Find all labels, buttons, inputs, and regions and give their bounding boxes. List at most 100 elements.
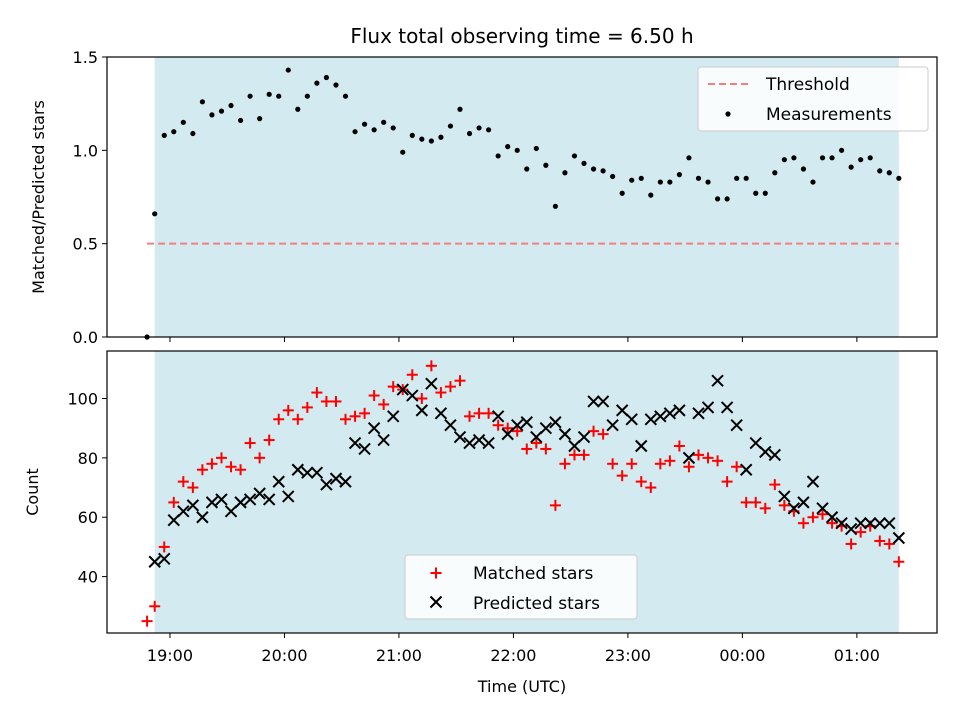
x-tick-label: 20:00 bbox=[261, 646, 307, 665]
measurement-point bbox=[838, 147, 845, 153]
measurement-point bbox=[619, 190, 625, 196]
predicted-star-point bbox=[348, 436, 362, 450]
measurement-point bbox=[390, 125, 396, 131]
measurement-point bbox=[829, 155, 835, 161]
matched-star-point bbox=[645, 482, 657, 494]
matched-star-point bbox=[349, 410, 361, 422]
measurement-point bbox=[400, 149, 406, 155]
predicted-star-point bbox=[320, 478, 333, 491]
matched-star-point bbox=[769, 479, 781, 491]
predicted-star-point bbox=[434, 407, 448, 420]
matched-star-point bbox=[616, 470, 628, 482]
measurement-point bbox=[371, 127, 377, 133]
predicted-star-point bbox=[606, 419, 619, 432]
measurement-point bbox=[295, 106, 301, 112]
predicted-star-point bbox=[825, 511, 839, 524]
matched-star-point bbox=[626, 458, 638, 470]
predicted-star-point bbox=[167, 513, 180, 527]
predicted-star-point bbox=[291, 463, 305, 476]
matched-star-point bbox=[206, 458, 218, 470]
matched-star-point bbox=[712, 455, 724, 467]
predicted-star-point bbox=[568, 439, 581, 453]
matched-star-point bbox=[254, 452, 266, 464]
predicted-star-point bbox=[625, 413, 638, 426]
measurement-point bbox=[686, 155, 692, 161]
measurement-point bbox=[896, 175, 902, 181]
bottom-y-tick-label: 80 bbox=[78, 449, 98, 468]
predicted-star-point bbox=[215, 493, 228, 506]
measurement-point bbox=[867, 155, 873, 161]
matched-star-point bbox=[673, 440, 685, 452]
measurement-point bbox=[800, 166, 807, 172]
matched-star-point bbox=[502, 422, 514, 434]
x-tick-label: 23:00 bbox=[605, 646, 651, 665]
predicted-star-point bbox=[615, 404, 629, 417]
matched-star-point bbox=[874, 535, 886, 547]
matched-star-point bbox=[235, 464, 247, 476]
measurement-point bbox=[524, 166, 530, 172]
predicted-star-point bbox=[329, 472, 343, 485]
measurement-point bbox=[457, 106, 463, 112]
predicted-star-point bbox=[491, 410, 505, 423]
matched-star-point bbox=[521, 443, 533, 455]
predicted-star-point bbox=[654, 410, 667, 423]
legend-predicted-marker bbox=[429, 595, 443, 609]
matched-star-point bbox=[692, 449, 704, 461]
measurement-point bbox=[228, 102, 234, 109]
bottom-panel: 40 60 80 100 19:00 20:00 21:00 22:00 23:00 00:00… bbox=[23, 350, 938, 696]
measurement-point bbox=[476, 125, 482, 131]
matched-star-point bbox=[244, 437, 256, 449]
predicted-star-point bbox=[835, 516, 848, 530]
top-panel: 0.0 0.5 1.0 1.5 Flux total observing time =… bbox=[29, 24, 938, 347]
measurement-point bbox=[466, 130, 473, 137]
top-y-tick-label: 0.5 bbox=[73, 235, 98, 254]
matched-star-point bbox=[311, 387, 323, 399]
measurement-point bbox=[858, 157, 864, 163]
measurement-point bbox=[352, 129, 358, 135]
legend-measurements-marker bbox=[725, 111, 731, 117]
matched-star-point bbox=[492, 419, 504, 431]
predicted-star-point bbox=[472, 433, 486, 447]
predicted-star-point bbox=[339, 475, 352, 488]
predicted-star-point bbox=[243, 493, 257, 506]
predicted-star-point bbox=[386, 410, 400, 423]
predicted-star-point bbox=[787, 502, 801, 515]
predicted-star-point bbox=[644, 413, 658, 426]
predicted-star-point bbox=[759, 445, 772, 459]
predicted-star-point bbox=[673, 404, 686, 417]
predicted-star-point bbox=[234, 496, 247, 509]
predicted-star-point bbox=[577, 430, 591, 444]
measurement-point bbox=[886, 170, 892, 176]
measurement-point bbox=[428, 138, 434, 144]
matched-star-point bbox=[149, 600, 161, 612]
measurement-point bbox=[590, 166, 597, 172]
bottom-y-axis-label: Count bbox=[23, 468, 42, 516]
predicted-star-point bbox=[301, 466, 314, 479]
predicted-star-point bbox=[511, 419, 524, 432]
measurement-point bbox=[743, 175, 749, 181]
matched-star-point bbox=[378, 398, 390, 410]
measurement-point bbox=[543, 162, 549, 168]
matched-star-point bbox=[559, 458, 571, 470]
bottom-axes-frame bbox=[106, 350, 938, 634]
predicted-star-point bbox=[682, 451, 696, 465]
x-tick-label: 22:00 bbox=[490, 646, 536, 665]
matched-star-point bbox=[444, 381, 456, 393]
measurement-point bbox=[285, 67, 291, 73]
matched-star-point bbox=[177, 476, 189, 488]
matched-star-point bbox=[740, 496, 752, 508]
measurement-point bbox=[171, 129, 177, 135]
measurement-point bbox=[409, 132, 415, 138]
measurement-point bbox=[638, 175, 644, 181]
predicted-star-point bbox=[444, 419, 457, 432]
bottom-y-tick-label: 40 bbox=[78, 568, 98, 587]
matched-star-point bbox=[196, 464, 208, 476]
measurement-point bbox=[600, 168, 606, 174]
predicted-star-point bbox=[148, 555, 161, 568]
matched-star-point bbox=[540, 443, 552, 455]
measurement-point bbox=[695, 175, 702, 181]
matched-star-point bbox=[473, 407, 485, 419]
measurement-point bbox=[753, 190, 759, 196]
matched-star-point bbox=[549, 499, 561, 511]
